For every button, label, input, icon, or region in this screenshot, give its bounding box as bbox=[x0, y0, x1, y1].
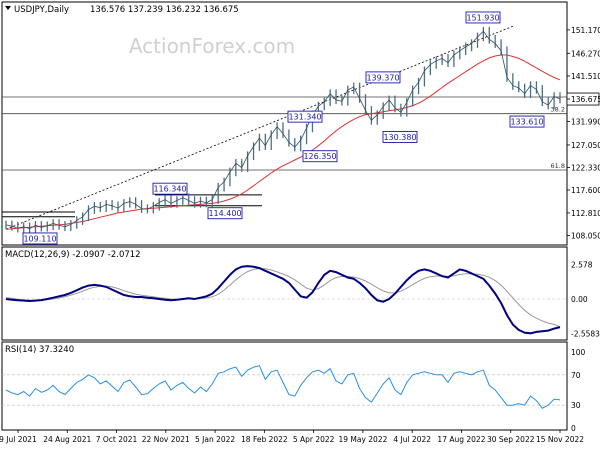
price-annotation: 130.380 bbox=[383, 133, 416, 142]
rsi-y-tick: 0 bbox=[571, 424, 576, 433]
macd-panel-frame bbox=[1, 246, 568, 341]
macd-signal-line bbox=[5, 267, 561, 328]
price-y-tick: 122.330 bbox=[571, 163, 600, 172]
price-annotation: 126.350 bbox=[303, 152, 336, 161]
price-annotation: 114.400 bbox=[208, 209, 241, 218]
rsi-y-tick: 70 bbox=[571, 371, 581, 380]
macd-y-tick: 0.00 bbox=[571, 295, 588, 304]
price-annotation-box bbox=[22, 232, 58, 245]
x-tick-label: 18 Feb 2022 bbox=[241, 435, 288, 444]
x-tick-label: 30 Sep 2022 bbox=[487, 435, 535, 444]
price-close-line bbox=[5, 30, 561, 230]
price-y-tick: 151.170 bbox=[571, 26, 600, 35]
price-annotation-box bbox=[287, 110, 323, 123]
rsi-title: RSI(14) 37.3240 bbox=[5, 345, 74, 355]
price-values: 136.576 137.239 136.232 136.675 bbox=[90, 5, 239, 15]
x-tick-label: 7 Oct 2021 bbox=[96, 435, 138, 444]
rsi-y-tick: 100 bbox=[571, 348, 586, 357]
price-grid: 38.2 61.8 bbox=[2, 25, 567, 230]
price-marks: 151.930 139.370 131.340 126.350 130.380 133.6… bbox=[5, 11, 561, 245]
price-annotation: 109.110 bbox=[23, 234, 56, 243]
x-tick-label: 9 Jul 2021 bbox=[0, 435, 37, 444]
macd-line bbox=[5, 265, 561, 335]
rsi-line bbox=[5, 365, 561, 409]
price-y-tick: 141.510 bbox=[571, 72, 600, 81]
price-y-tick: 108.050 bbox=[571, 232, 600, 241]
price-annotation-box bbox=[509, 115, 545, 128]
axis-labels: 151.170 146.270 141.510 136.675 131.990 127.0… bbox=[0, 26, 600, 444]
price-annotation: 139.370 bbox=[366, 73, 399, 82]
moving-average-line bbox=[5, 54, 561, 230]
price-annotation: 151.930 bbox=[466, 13, 499, 22]
price-y-tick: 117.600 bbox=[571, 186, 600, 195]
fib-level-label: 38.2 bbox=[551, 106, 565, 114]
x-tick-label: 15 Nov 2022 bbox=[536, 435, 584, 444]
price-title-group: USDJPY,Daily 136.576 137.239 136.232 136… bbox=[5, 5, 239, 15]
watermark: ActionForex.com bbox=[129, 34, 295, 58]
macd-marks bbox=[2, 265, 567, 335]
price-annotation-box bbox=[365, 71, 401, 84]
price-annotation-box bbox=[302, 150, 338, 163]
price-annotation-box bbox=[465, 11, 501, 24]
price-y-tick: 136.675 bbox=[571, 95, 600, 104]
macd-title: MACD(12,26,9) -2.0907 -2.0712 bbox=[5, 250, 141, 260]
x-tick-label: 24 Aug 2021 bbox=[43, 435, 91, 444]
x-tick-label: 19 May 2022 bbox=[338, 435, 387, 444]
rsi-y-tick: 30 bbox=[571, 401, 581, 410]
x-tick-label: 4 Jul 2022 bbox=[393, 435, 431, 444]
price-y-tick: 112.810 bbox=[571, 209, 600, 218]
triangle-down-icon bbox=[5, 6, 11, 10]
x-tick-label: 17 Aug 2022 bbox=[437, 435, 485, 444]
x-tick-label: 5 Apr 2022 bbox=[293, 435, 335, 444]
price-y-tick: 127.050 bbox=[571, 141, 600, 150]
price-title: USDJPY,Daily bbox=[14, 5, 69, 15]
price-annotation: 133.610 bbox=[510, 118, 543, 127]
price-annotation-box bbox=[382, 131, 418, 143]
price-annotation-box bbox=[152, 182, 188, 195]
rsi-marks bbox=[2, 365, 567, 409]
price-annotation: 116.340 bbox=[153, 185, 186, 194]
trendline bbox=[5, 25, 513, 230]
fib-level-label: 61.8 bbox=[551, 162, 565, 170]
price-y-tick: 146.270 bbox=[571, 49, 600, 58]
x-tick-label: 22 Nov 2021 bbox=[142, 435, 190, 444]
price-annotation-box bbox=[207, 207, 243, 220]
price-y-tick: 131.990 bbox=[571, 117, 600, 126]
x-tick-label: 5 Jan 2022 bbox=[195, 435, 235, 444]
macd-y-tick: -2.5583 bbox=[571, 329, 600, 338]
macd-y-tick: 2.578 bbox=[571, 260, 593, 269]
price-annotation: 131.340 bbox=[288, 113, 321, 122]
